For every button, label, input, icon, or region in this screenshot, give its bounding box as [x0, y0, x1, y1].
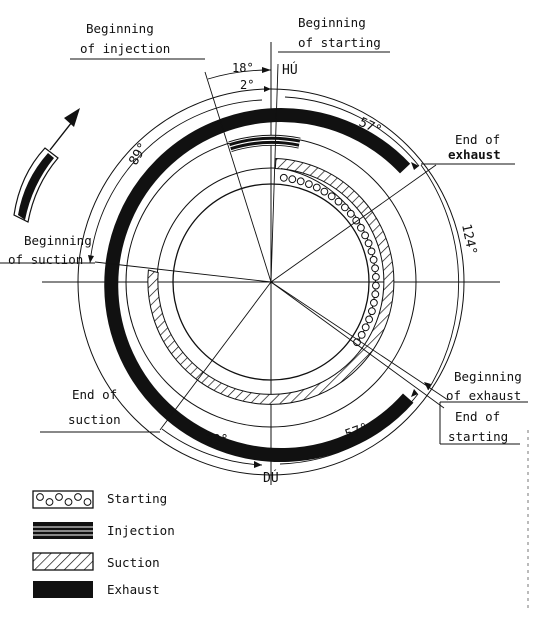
exhaust-begin-label-line2: of exhaust — [446, 388, 521, 403]
legend-starting-circle — [37, 494, 44, 501]
angle-89-label: 89° — [126, 140, 151, 168]
legend-label-starting: Starting — [107, 491, 167, 506]
starting-circle — [335, 198, 342, 205]
exhaust-end-radial — [271, 165, 436, 282]
injection-band — [229, 136, 300, 150]
legend-item-injection: Injection — [33, 522, 175, 539]
legend-label-suction: Suction — [107, 555, 160, 570]
starting-circle — [372, 291, 379, 298]
suction-begin-label-line2: of suction — [8, 252, 83, 267]
legend-starting-circle — [65, 499, 72, 506]
exhaust-begin-radial — [271, 282, 448, 400]
legend-starting-circle — [46, 499, 53, 506]
arrow-18 — [262, 67, 271, 73]
legend-swatch-exhaust — [33, 581, 93, 598]
angle-39-label: 39° — [205, 433, 228, 448]
starting-circle — [362, 232, 369, 239]
starting-circle — [297, 178, 304, 185]
starting-end-radial — [271, 282, 444, 408]
legend-swatch-suction — [33, 553, 93, 570]
starting-label-line2: of starting — [298, 35, 381, 50]
suction-end-label-line1: End of — [72, 387, 117, 402]
injection-radial — [205, 72, 271, 282]
starting-circle — [372, 265, 379, 272]
legend-starting-circle — [56, 494, 63, 501]
starting-circle — [358, 332, 365, 339]
rotation-arrow-head — [64, 108, 80, 127]
arrow-124 — [424, 382, 431, 390]
legend-item-suction: Suction — [33, 553, 160, 570]
starting-circle — [347, 210, 354, 217]
arrow-39 — [254, 461, 262, 468]
starting-circle — [280, 174, 287, 181]
exhaust-end-label-line1: End of — [455, 132, 500, 147]
legend-item-starting: Starting — [33, 491, 167, 508]
starting-circle — [313, 184, 320, 191]
starting-circle — [321, 188, 328, 195]
rotation-arrow-shaft — [50, 122, 72, 150]
angle-18-label: 18° — [232, 61, 254, 75]
exhaust-begin-label-line1: Beginning — [454, 369, 522, 384]
starting-circle — [369, 308, 376, 315]
starting-circle — [342, 204, 349, 211]
starting-circle — [328, 193, 335, 200]
rotation-arrow-icon — [14, 108, 80, 222]
starting-circle — [368, 248, 375, 255]
suction-begin-label-line1: Beginning — [24, 233, 92, 248]
legend-label-injection: Injection — [107, 523, 175, 538]
starting-band — [280, 169, 379, 346]
starting-circle — [366, 316, 373, 323]
starting-circle — [373, 274, 380, 281]
starting-circle — [365, 240, 372, 247]
starting-circle — [373, 282, 380, 289]
top-dead-center-label: HÚ — [282, 62, 298, 78]
legend-label-exhaust: Exhaust — [107, 582, 160, 597]
legend: Starting Injection Suction Exhaust — [33, 491, 175, 598]
suction-end-label-line2: suction — [68, 412, 121, 427]
arrow-57a — [411, 162, 419, 170]
legend-starting-circle — [75, 494, 82, 501]
exhaust-end-label-line2: exhaust — [448, 147, 501, 162]
arrow-2 — [264, 86, 271, 92]
legend-starting-circle — [84, 499, 91, 506]
starting-circle — [289, 176, 296, 183]
suction-begin-radial — [95, 262, 271, 282]
starting-label-line1: Beginning — [298, 15, 366, 30]
starting-circle — [306, 181, 313, 188]
starting-circle — [370, 256, 377, 263]
bottom-dead-center-label: DÚ — [263, 470, 279, 486]
angle-2-label: 2° — [240, 78, 254, 92]
injection-label-line2: of injection — [80, 41, 170, 56]
starting-124-arc — [421, 165, 459, 390]
starting-circle — [362, 324, 369, 331]
injection-label-line1: Beginning — [86, 21, 154, 36]
starting-circle — [371, 299, 378, 306]
timing-labels: Beginning of injection Beginning of star… — [8, 15, 522, 486]
legend-item-exhaust: Exhaust — [33, 581, 160, 598]
starting-radial — [271, 64, 278, 282]
starting-circle — [358, 224, 365, 231]
starting-end-label-line1: End of — [455, 409, 500, 424]
starting-end-label-line2: starting — [448, 429, 508, 444]
arrow-89 — [88, 255, 94, 263]
